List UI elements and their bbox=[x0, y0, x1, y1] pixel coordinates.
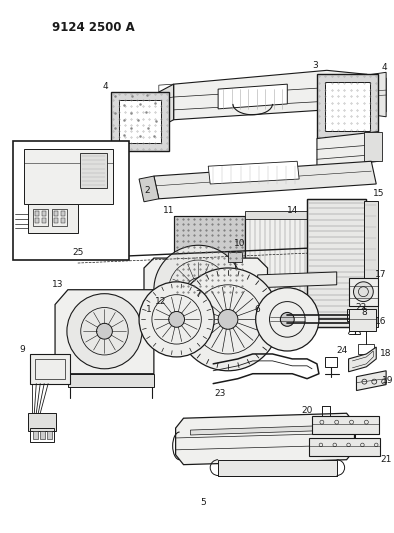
Bar bbox=[307, 199, 366, 327]
Bar bbox=[35, 359, 65, 378]
Circle shape bbox=[154, 245, 243, 334]
Bar bbox=[218, 459, 337, 475]
Bar bbox=[33, 431, 38, 439]
Bar bbox=[228, 252, 242, 262]
Text: 13: 13 bbox=[52, 280, 64, 289]
Polygon shape bbox=[218, 84, 287, 109]
Text: 14: 14 bbox=[286, 206, 298, 215]
Bar bbox=[119, 100, 161, 143]
Polygon shape bbox=[144, 258, 268, 319]
Bar bbox=[52, 209, 67, 227]
Bar bbox=[351, 312, 359, 326]
Text: 15: 15 bbox=[372, 189, 384, 198]
Circle shape bbox=[177, 268, 279, 371]
Polygon shape bbox=[159, 84, 174, 127]
Text: 20: 20 bbox=[301, 406, 313, 415]
Text: 25: 25 bbox=[72, 248, 84, 257]
Polygon shape bbox=[68, 374, 154, 386]
Bar bbox=[174, 216, 245, 295]
Bar bbox=[347, 310, 361, 321]
Text: 6: 6 bbox=[255, 305, 260, 314]
Text: 16: 16 bbox=[375, 317, 387, 326]
Bar bbox=[40, 431, 45, 439]
Text: 19: 19 bbox=[382, 376, 394, 385]
Text: 2: 2 bbox=[144, 187, 150, 196]
Polygon shape bbox=[245, 211, 339, 219]
Text: 5: 5 bbox=[201, 498, 206, 507]
Text: 11: 11 bbox=[163, 206, 175, 215]
Bar bbox=[112, 92, 169, 151]
Polygon shape bbox=[55, 290, 154, 374]
Bar bbox=[349, 278, 378, 305]
Bar bbox=[80, 154, 108, 188]
Bar bbox=[33, 209, 48, 227]
Bar bbox=[317, 74, 378, 139]
Circle shape bbox=[218, 310, 238, 329]
Bar bbox=[325, 357, 337, 367]
Text: 4: 4 bbox=[381, 63, 387, 72]
Bar bbox=[245, 216, 339, 295]
Bar bbox=[61, 217, 65, 222]
Bar bbox=[13, 141, 129, 260]
Polygon shape bbox=[139, 176, 159, 202]
Circle shape bbox=[281, 312, 294, 326]
Bar bbox=[312, 416, 379, 434]
Text: 10: 10 bbox=[234, 239, 245, 248]
Bar bbox=[325, 82, 370, 131]
Bar bbox=[54, 217, 58, 222]
Circle shape bbox=[169, 311, 184, 327]
Bar bbox=[47, 431, 52, 439]
Polygon shape bbox=[317, 132, 378, 169]
Text: 22: 22 bbox=[356, 303, 367, 312]
Bar bbox=[35, 211, 39, 216]
Bar bbox=[359, 344, 374, 354]
Bar bbox=[54, 211, 58, 216]
Bar bbox=[364, 132, 382, 161]
Bar bbox=[307, 199, 366, 327]
Bar bbox=[245, 216, 339, 295]
Text: 12: 12 bbox=[155, 297, 167, 306]
Polygon shape bbox=[190, 425, 339, 435]
Polygon shape bbox=[176, 413, 355, 465]
Circle shape bbox=[67, 294, 142, 369]
Text: 24: 24 bbox=[336, 346, 347, 356]
Text: 23: 23 bbox=[214, 389, 226, 398]
Text: 9124 2500 A: 9124 2500 A bbox=[52, 21, 135, 34]
Bar bbox=[28, 204, 78, 233]
Polygon shape bbox=[351, 72, 386, 117]
Polygon shape bbox=[366, 74, 386, 112]
Polygon shape bbox=[258, 272, 337, 288]
Polygon shape bbox=[349, 347, 376, 372]
Polygon shape bbox=[357, 371, 386, 391]
Bar bbox=[30, 428, 54, 442]
Text: 21: 21 bbox=[381, 455, 392, 464]
Polygon shape bbox=[208, 161, 299, 184]
Bar bbox=[28, 413, 56, 431]
Bar bbox=[30, 354, 70, 384]
Polygon shape bbox=[154, 161, 376, 199]
Bar bbox=[364, 201, 378, 327]
Text: 4: 4 bbox=[103, 82, 108, 91]
Circle shape bbox=[97, 324, 112, 339]
Circle shape bbox=[353, 282, 373, 302]
Text: 17: 17 bbox=[375, 270, 387, 279]
Polygon shape bbox=[174, 70, 366, 120]
Bar bbox=[42, 211, 46, 216]
Bar bbox=[309, 438, 380, 456]
Text: 3: 3 bbox=[312, 61, 318, 70]
Bar bbox=[42, 217, 46, 222]
Text: 7: 7 bbox=[195, 290, 201, 299]
Bar bbox=[174, 216, 245, 295]
Bar bbox=[349, 310, 376, 331]
Bar bbox=[61, 211, 65, 216]
Text: 8: 8 bbox=[362, 308, 367, 317]
Bar bbox=[35, 217, 39, 222]
Bar bbox=[24, 149, 113, 204]
Circle shape bbox=[139, 282, 214, 357]
Text: 18: 18 bbox=[380, 350, 392, 359]
Circle shape bbox=[256, 288, 319, 351]
Text: 9: 9 bbox=[20, 344, 25, 353]
Text: 1: 1 bbox=[146, 305, 152, 314]
